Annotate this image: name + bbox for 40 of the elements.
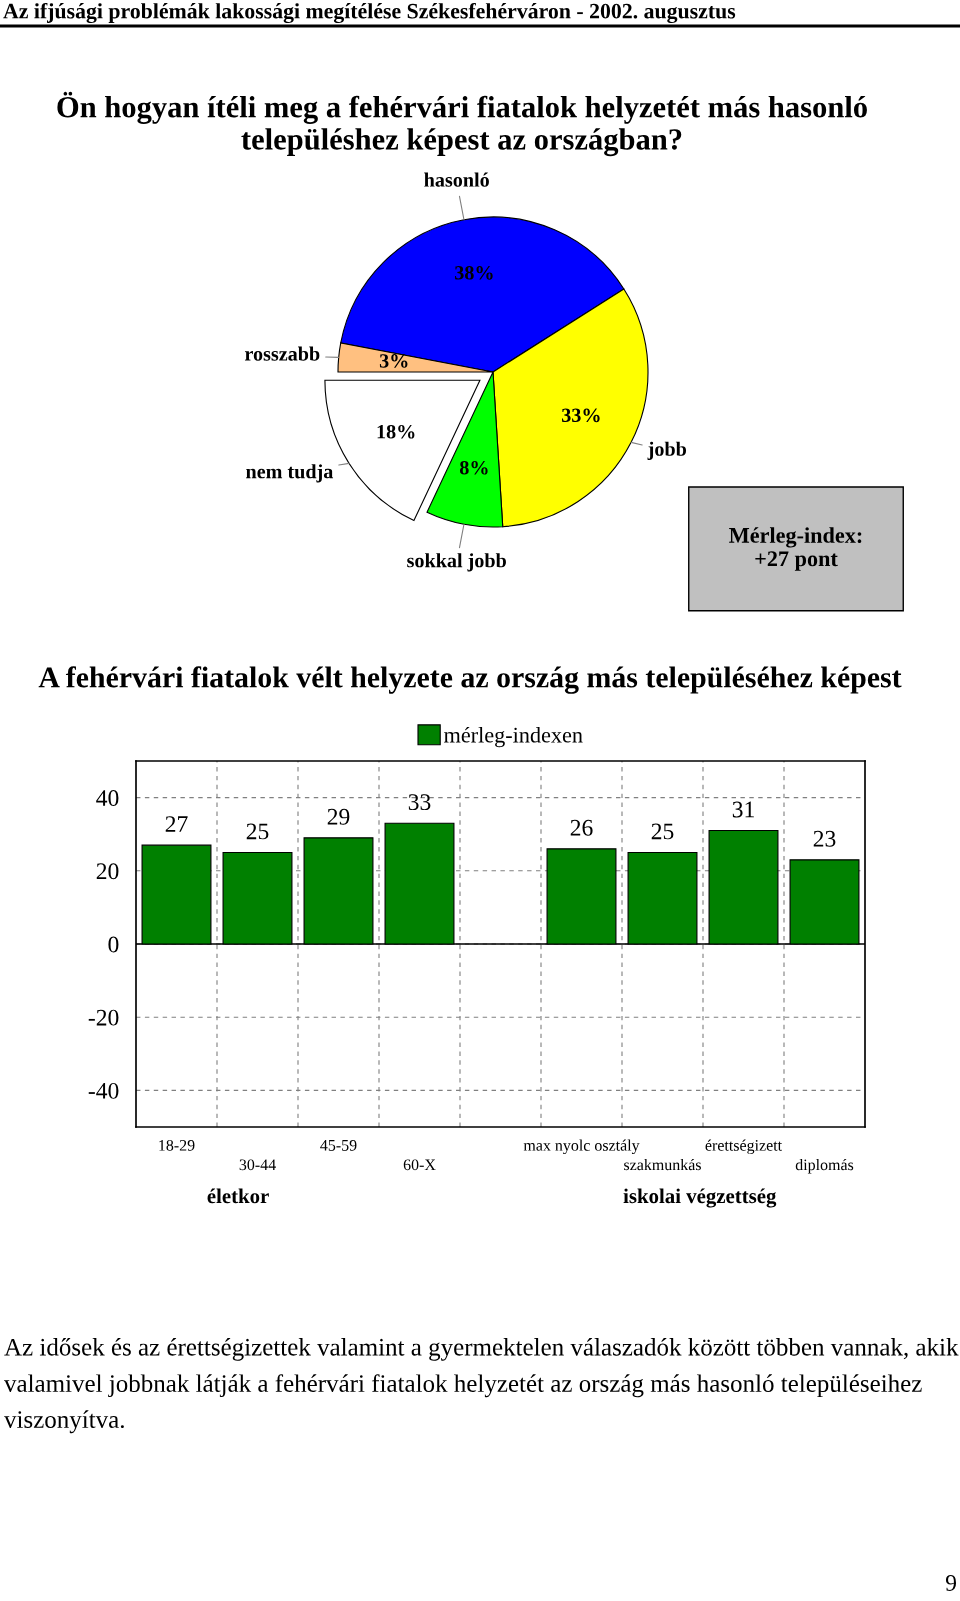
y-tick-label: -20: [88, 1009, 119, 1026]
data-label: 29: [327, 808, 350, 825]
x-tick-label: 30-44: [239, 1159, 276, 1171]
x-tick-label: 18-29: [159, 1139, 195, 1151]
text: életkor: [207, 1188, 269, 1204]
legend-label: mérleg-indexen: [444, 726, 583, 748]
text: iskolai végzettség: [623, 1188, 777, 1208]
x-tick-label: 60-X: [403, 1159, 436, 1171]
chart-title: A fehérvári fiatalok vélt helyzete az ország más településéhez képest: [38, 666, 902, 694]
data-label: 25: [246, 823, 269, 840]
x-tick-label: 45-59: [320, 1140, 357, 1151]
x-tick-label: érettségizett: [705, 1139, 782, 1155]
data-label: 33: [408, 794, 431, 811]
text: 9: [945, 1575, 957, 1591]
text: Az ifjúsági problémák lakossági megítélése Székesfehérváron - 2002. augusztus: [3, 2, 736, 24]
y-tick-label: -40: [88, 1082, 119, 1099]
data-label: 18%: [377, 424, 415, 439]
data-label: 3%: [379, 354, 408, 368]
chart-title: Ön hogyan ítéli meg a fehérvári fiatalok helyzetét más hasonló településhez képest az országban?: [57, 91, 867, 157]
slice-label: nem tudja: [246, 464, 334, 483]
y-tick-label: 0: [108, 936, 119, 953]
data-label: 26: [570, 819, 593, 836]
data-label: 8%: [459, 460, 488, 475]
data-label: 31: [732, 801, 754, 818]
text: Mérleg-index: +27 pont: [729, 527, 862, 571]
data-label: 27: [165, 816, 188, 832]
x-tick-label: max nyolc osztály: [523, 1139, 640, 1155]
slice-label: sokkal jobb: [407, 553, 506, 572]
slice-label: jobb: [647, 441, 687, 460]
text: Az idősek és az érettségizettek valamint a gyermektelen válaszadók között többen vannak, akik valamivel jobbnak látják a fehérvári fiatalok helyzetét az ország más hasonló településeihez viszonyítva.: [4, 1338, 959, 1434]
x-tick-label: diplomás: [795, 1158, 854, 1174]
data-label: 25: [651, 823, 674, 840]
y-tick-label: 40: [96, 790, 119, 807]
y-tick-label: 20: [96, 863, 119, 880]
data-label: 23: [813, 830, 836, 847]
data-label: 38%: [455, 266, 493, 280]
data-label: 33%: [562, 408, 600, 423]
slice-label: hasonló: [424, 172, 489, 187]
slice-label: rosszabb: [244, 346, 320, 361]
x-tick-label: szakmunkás: [624, 1158, 701, 1171]
